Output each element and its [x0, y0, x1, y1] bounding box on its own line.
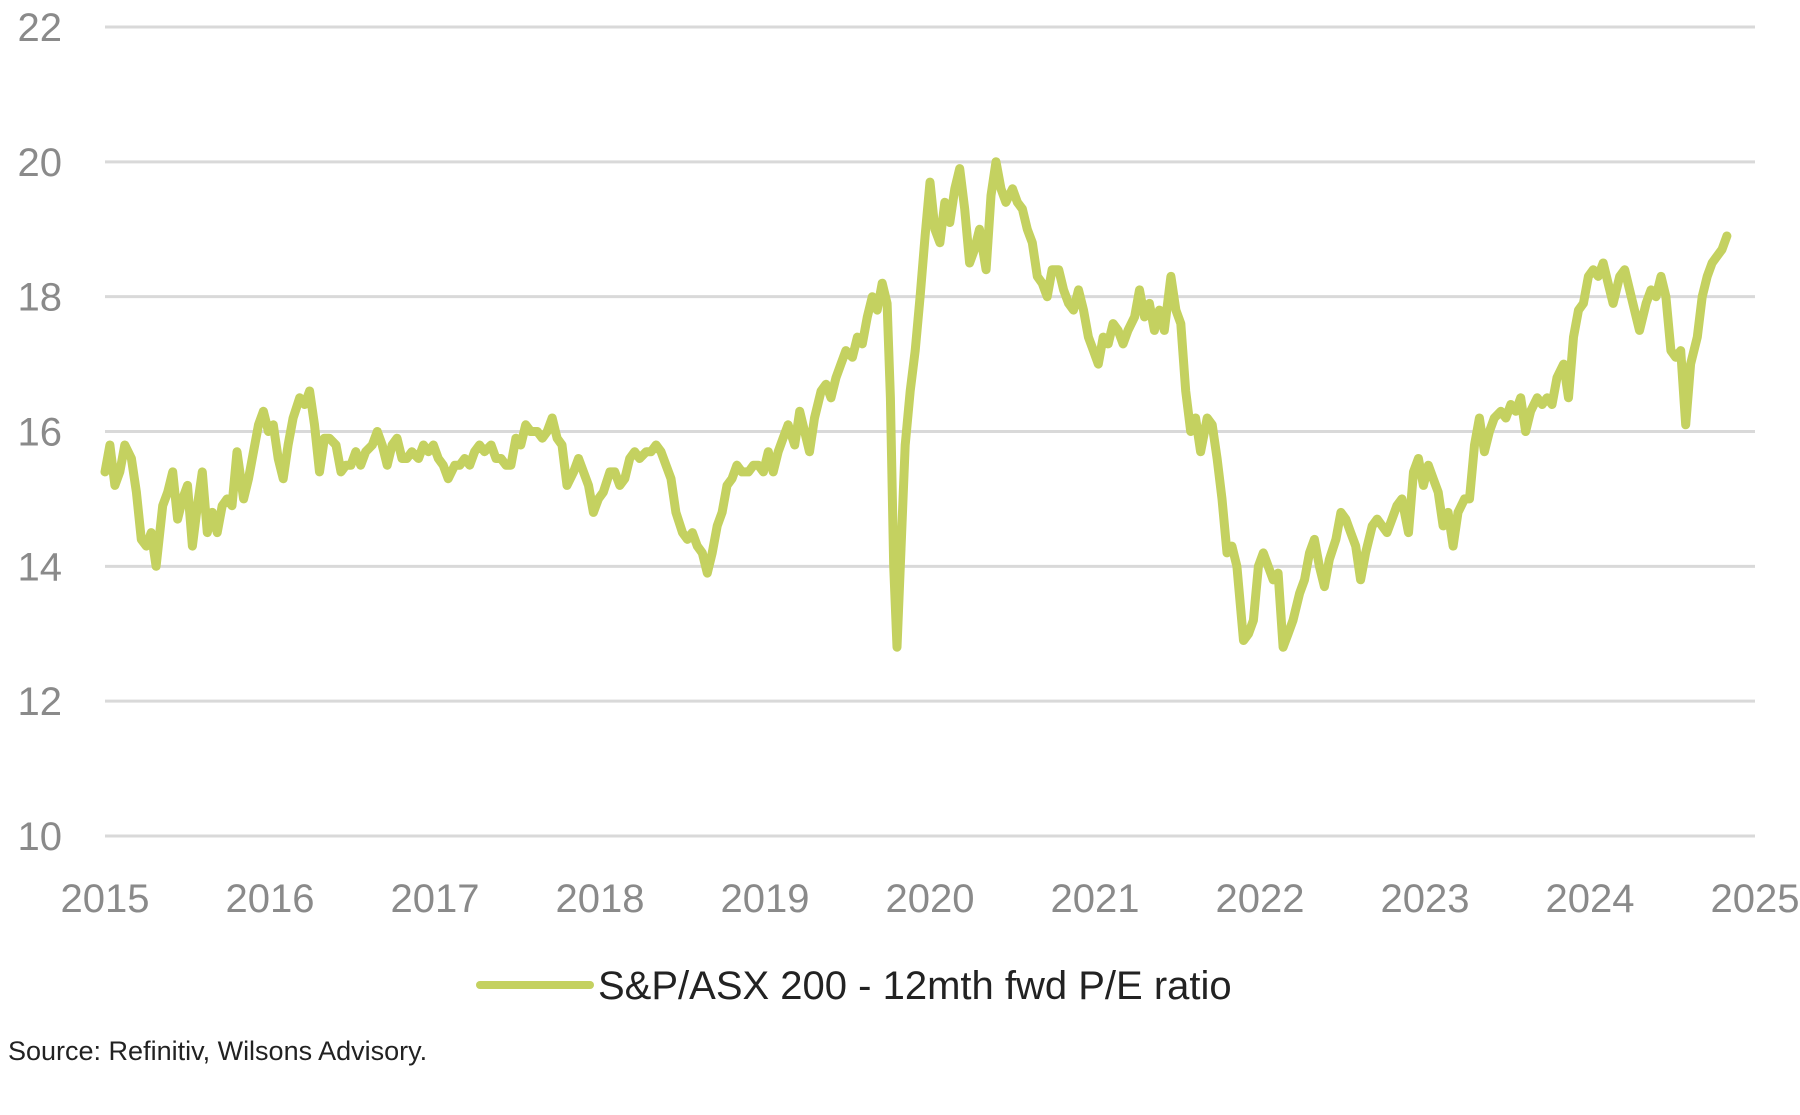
x-tick-label: 2018 [556, 877, 645, 921]
x-tick-label: 2021 [1051, 877, 1140, 921]
source-note: Source: Refinitiv, Wilsons Advisory. [8, 1036, 427, 1066]
y-tick-label: 20 [18, 141, 63, 185]
y-tick-label: 12 [18, 680, 63, 724]
y-tick-label: 10 [18, 815, 63, 859]
series-line-0 [100, 157, 1732, 652]
gridlines [105, 25, 1755, 838]
x-tick-label: 2016 [226, 877, 315, 921]
x-tick-label: 2015 [61, 877, 150, 921]
series-layer [100, 157, 1732, 652]
x-tick-label: 2024 [1546, 877, 1635, 921]
y-tick-label: 22 [18, 6, 63, 50]
y-axis-ticks: 10 12 14 16 18 20 22 [18, 6, 63, 859]
y-tick-label: 16 [18, 411, 63, 455]
y-tick-label: 14 [18, 545, 63, 589]
y-tick-label: 18 [18, 276, 63, 320]
x-axis-ticks: 2015 2016 2017 2018 2019 2020 2021 2022 2023 2024… [61, 877, 1800, 921]
x-tick-label: 2025 [1711, 877, 1800, 921]
x-tick-label: 2023 [1381, 877, 1470, 921]
legend: S&P/ASX 200 - 12mth fwd P/E ratio [476, 964, 1232, 1008]
x-tick-label: 2019 [721, 877, 810, 921]
x-tick-label: 2022 [1216, 877, 1305, 921]
x-tick-label: 2017 [391, 877, 480, 921]
x-tick-label: 2020 [886, 877, 975, 921]
legend-label: S&P/ASX 200 - 12mth fwd P/E ratio [598, 964, 1232, 1008]
